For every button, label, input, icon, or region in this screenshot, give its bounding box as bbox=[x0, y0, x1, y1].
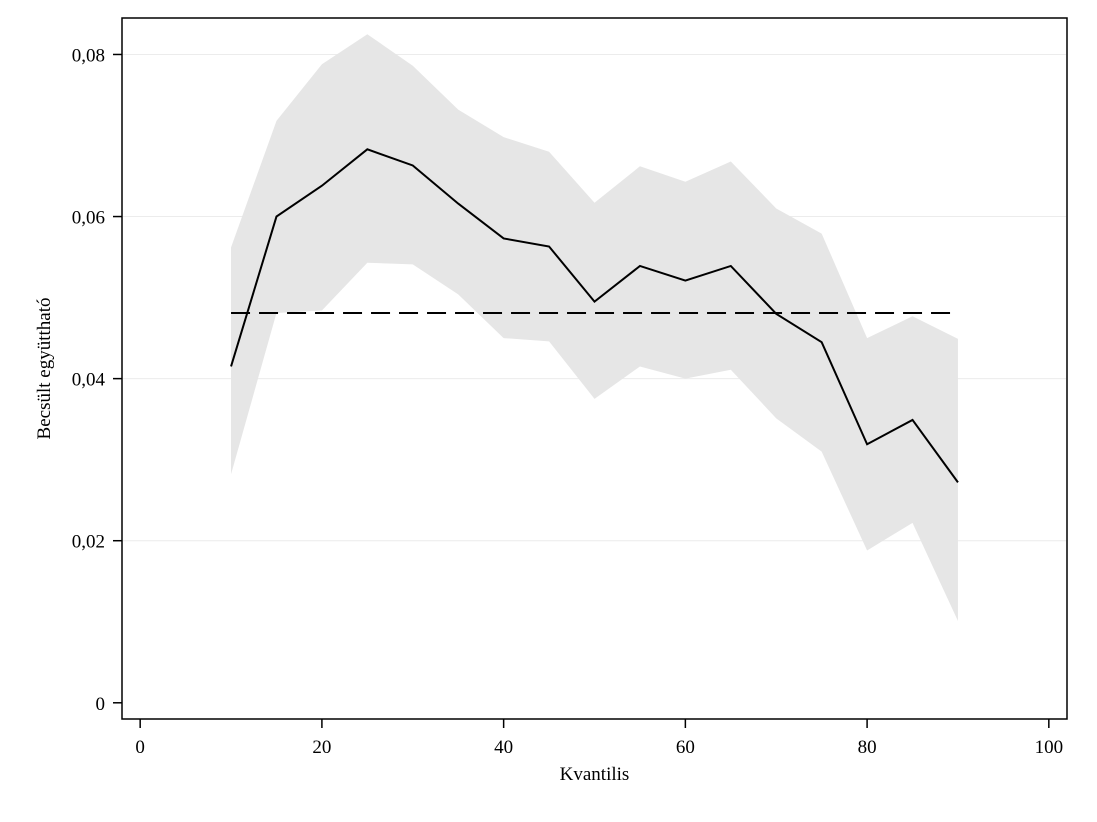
x-axis-title: Kvantilis bbox=[560, 764, 630, 785]
x-tick-label-0: 0 bbox=[135, 737, 145, 758]
confidence-band-layer bbox=[231, 34, 958, 621]
y-tick-label-4: 0,08 bbox=[72, 45, 105, 66]
coefficient-line-0 bbox=[230, 148, 959, 483]
series-layer bbox=[230, 148, 959, 483]
confidence-band bbox=[231, 34, 958, 621]
tick-labels: 0 20 40 60 80 100 0 0,02 0,04 0,06 0,08 bbox=[72, 45, 1063, 758]
y-tick-label-2: 0,04 bbox=[72, 370, 106, 391]
axes bbox=[113, 17, 1068, 728]
x-tick-label-2: 40 bbox=[494, 737, 513, 758]
plot-frame bbox=[121, 17, 1068, 720]
x-tick-label-5: 100 bbox=[1035, 737, 1064, 758]
x-tick-label-4: 80 bbox=[858, 737, 877, 758]
x-tick-label-3: 60 bbox=[676, 737, 695, 758]
y-tick-label-1: 0,02 bbox=[72, 532, 105, 553]
y-tick-label-0: 0 bbox=[96, 694, 106, 715]
y-tick-label-3: 0,06 bbox=[72, 208, 105, 229]
y-axis-title: Becsült együttható bbox=[34, 298, 55, 440]
x-tick-label-1: 20 bbox=[312, 737, 331, 758]
